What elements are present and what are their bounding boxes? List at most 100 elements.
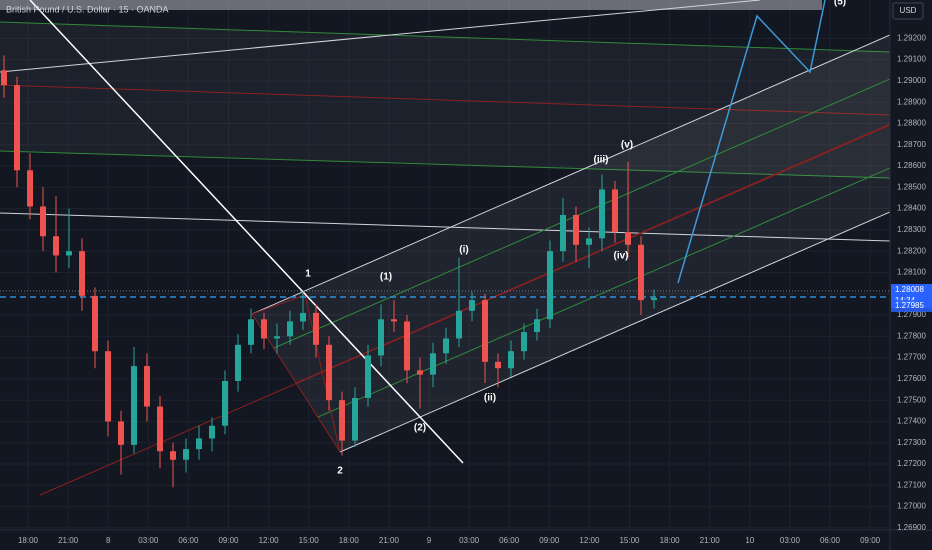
wave-label: (iii) — [594, 155, 609, 166]
trend-line — [0, 0, 761, 73]
currency-box[interactable] — [892, 2, 924, 20]
candle-body — [638, 244, 644, 301]
x-tick-label: 15:00 — [299, 536, 320, 545]
x-tick-label: 06:00 — [178, 536, 199, 545]
candle-body — [612, 189, 618, 233]
candle-body — [625, 232, 631, 245]
candle-body — [482, 300, 488, 362]
x-tick-label: 10 — [745, 536, 754, 545]
candle-body — [14, 85, 20, 171]
y-tick-label: 1.28800 — [897, 119, 926, 128]
candle-body — [378, 319, 384, 356]
axis-labels: 1.26900 1.27000 1.27100 1.27200 1.27300 1.274… — [18, 33, 932, 545]
y-tick-label: 1.27300 — [897, 438, 926, 447]
channel-mid — [317, 167, 891, 418]
candle-body — [92, 295, 98, 352]
y-tick-label: 1.28500 — [897, 182, 926, 191]
candle-body — [534, 319, 540, 333]
candle-body — [53, 236, 59, 256]
y-tick-label: 1.26900 — [897, 523, 926, 532]
x-tick-label: 21:00 — [379, 536, 400, 545]
wave-label: (5) — [834, 0, 846, 8]
y-tick-label: 1.29100 — [897, 55, 926, 64]
y-tick-label: 1.27800 — [897, 331, 926, 340]
x-tick-label: 18:00 — [339, 536, 360, 545]
chart-title: British Pound / U.S. Dollar · 15 · OANDA — [6, 4, 169, 14]
currency: USD — [900, 6, 917, 15]
channel-mid — [273, 78, 891, 349]
candle-body — [209, 425, 215, 439]
candle-body — [27, 170, 33, 207]
triangle — [251, 294, 341, 453]
y-tick-label: 1.28200 — [897, 246, 926, 255]
candle-body — [66, 251, 72, 256]
candle-body — [144, 366, 150, 407]
candle-body — [40, 206, 46, 237]
candle-body — [235, 344, 241, 382]
x-tick-label: 06:00 — [499, 536, 520, 545]
x-tick-label: 06:00 — [820, 536, 841, 545]
x-tick-label: 12:00 — [259, 536, 280, 545]
candle-body — [313, 312, 319, 345]
y-tick-label: 1.29000 — [897, 76, 926, 85]
candle-body — [456, 310, 462, 339]
candle-body — [131, 366, 137, 445]
candle-body — [170, 451, 176, 460]
y-tick-label: 1.28400 — [897, 204, 926, 213]
candle-body — [417, 370, 423, 375]
candle-body — [352, 398, 358, 441]
candle-body — [274, 336, 280, 339]
x-tick-label: 03:00 — [459, 536, 480, 545]
diagonal-line — [29, 0, 464, 464]
candle-body — [599, 189, 605, 239]
wave-label: 2 — [337, 466, 343, 477]
prev-price: 1.27985 — [895, 301, 924, 310]
y-tick-label: 1.28100 — [897, 268, 926, 277]
x-tick-label: 09:00 — [860, 536, 881, 545]
candle-body — [443, 338, 449, 354]
candle-body — [404, 321, 410, 371]
candle-body — [495, 361, 501, 369]
candle-body — [105, 351, 111, 422]
trend-line — [0, 212, 891, 242]
x-tick-label: 03:00 — [780, 536, 801, 545]
y-tick-label: 1.28600 — [897, 161, 926, 170]
candle-body — [222, 381, 228, 426]
red-line — [39, 124, 891, 496]
y-tick-label: 1.28900 — [897, 97, 926, 106]
x-tick-label: 18:00 — [660, 536, 681, 545]
wave-label: (1) — [380, 272, 392, 283]
candle-body — [79, 251, 85, 296]
y-tick-label: 1.28700 — [897, 140, 926, 149]
candle-body — [196, 438, 202, 450]
wave-label: (i) — [459, 245, 468, 256]
candle-body — [1, 70, 7, 86]
wave-label: (iv) — [614, 251, 629, 262]
green-line — [0, 21, 891, 53]
candle-body — [573, 214, 579, 245]
y-tick-label: 1.27000 — [897, 502, 926, 511]
drawings — [0, 0, 891, 496]
y-tick-label: 1.29200 — [897, 33, 926, 42]
x-tick-label: 21:00 — [58, 536, 79, 545]
y-tick-label: 1.28300 — [897, 225, 926, 234]
y-tick-label: 1.27600 — [897, 374, 926, 383]
candle-body — [651, 297, 657, 301]
candle-body — [586, 238, 592, 245]
x-tick-label: 15:00 — [619, 536, 640, 545]
wave-label: (ii) — [484, 393, 496, 404]
candle-body — [560, 214, 566, 252]
y-tick-label: 1.27700 — [897, 353, 926, 362]
channel-fill — [252, 35, 890, 452]
red-line — [0, 84, 891, 116]
candle-body — [547, 251, 553, 320]
candle-body — [430, 353, 436, 375]
candle-body — [469, 300, 475, 311]
candle-body — [183, 449, 189, 460]
last-price: 1.28008 — [895, 285, 924, 294]
channel-upper — [251, 34, 891, 315]
price-axis — [890, 0, 932, 550]
candle-body — [248, 319, 254, 345]
x-tick-label: 9 — [427, 536, 432, 545]
